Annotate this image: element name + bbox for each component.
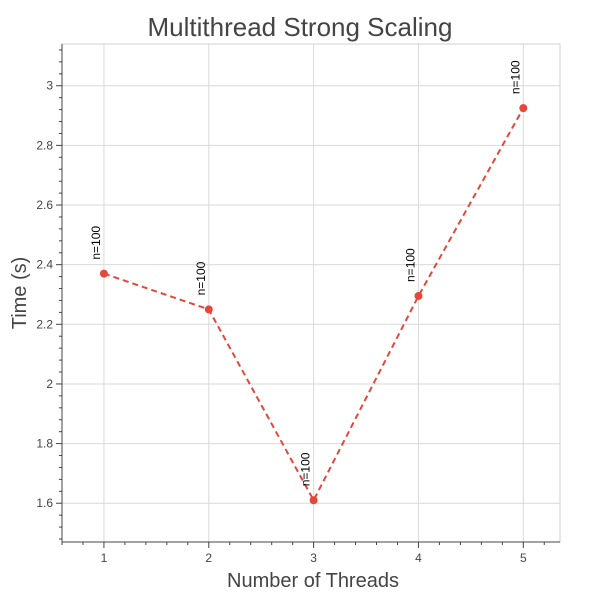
y-tick-label: 2.6: [36, 198, 53, 212]
x-axis-label: Number of Threads: [227, 570, 399, 592]
data-labels: n=100 n=100 n=100 n=100 n=100: [89, 60, 522, 486]
y-tick-label: 2.2: [36, 317, 53, 331]
chart-title: Multithread Strong Scaling: [148, 12, 453, 42]
y-tick-label: 3: [46, 79, 53, 93]
x-tick-label: 4: [415, 551, 422, 565]
y-axis-label: Time (s): [9, 257, 31, 330]
data-point: [99, 269, 108, 278]
x-tick-label: 2: [205, 551, 212, 565]
data-label: n=100: [299, 452, 313, 486]
axes: 1 2 3 4 5 1.6 1.8 2 2.2 2.4 2.6 2.8 3: [36, 44, 560, 565]
y-tick-label: 1.8: [36, 437, 53, 451]
y-tick-label: 2: [46, 377, 53, 391]
data-label: n=100: [194, 261, 208, 295]
data-label: n=100: [89, 226, 103, 260]
data-label: n=100: [508, 60, 522, 94]
y-tick-label: 1.6: [36, 496, 53, 510]
data-point: [309, 496, 318, 505]
x-tick-label: 5: [520, 551, 527, 565]
series-line: [103, 107, 525, 503]
series: [99, 104, 528, 505]
data-point: [519, 104, 528, 113]
x-tick-label: 3: [310, 551, 317, 565]
data-point: [204, 305, 213, 314]
data-point: [414, 291, 423, 300]
y-tick-label: 2.8: [36, 138, 53, 152]
x-tick-label: 1: [101, 551, 108, 565]
data-label: n=100: [403, 248, 417, 282]
y-tick-label: 2.4: [36, 258, 53, 272]
